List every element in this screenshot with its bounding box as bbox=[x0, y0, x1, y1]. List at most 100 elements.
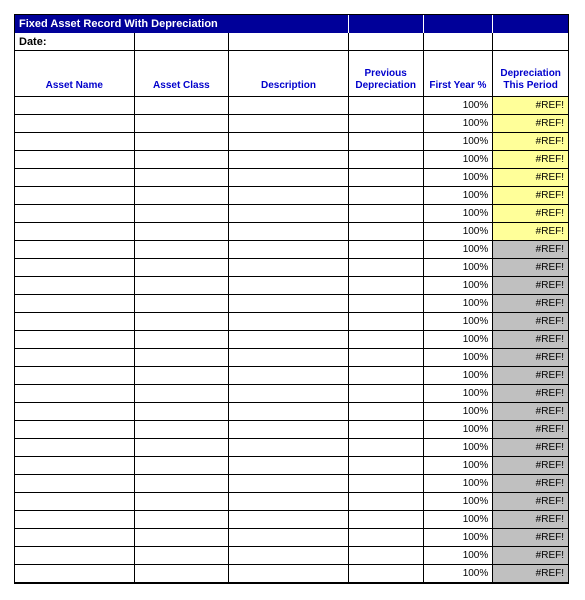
cell-description[interactable] bbox=[229, 493, 349, 511]
cell-description[interactable] bbox=[229, 565, 349, 583]
cell-asset-class[interactable] bbox=[135, 385, 230, 403]
cell-first-year[interactable]: 100% bbox=[424, 565, 494, 583]
cell-first-year[interactable]: 100% bbox=[424, 259, 494, 277]
cell-depreciation-period[interactable]: #REF! bbox=[493, 367, 568, 385]
cell-first-year[interactable]: 100% bbox=[424, 349, 494, 367]
cell-asset-class[interactable] bbox=[135, 421, 230, 439]
cell-first-year[interactable]: 100% bbox=[424, 97, 494, 115]
cell-asset-class[interactable] bbox=[135, 277, 230, 295]
cell-previous-depreciation[interactable] bbox=[349, 475, 424, 493]
cell-previous-depreciation[interactable] bbox=[349, 547, 424, 565]
cell-asset-class[interactable] bbox=[135, 367, 230, 385]
cell-first-year[interactable]: 100% bbox=[424, 115, 494, 133]
cell-previous-depreciation[interactable] bbox=[349, 169, 424, 187]
cell-depreciation-period[interactable]: #REF! bbox=[493, 277, 568, 295]
cell-description[interactable] bbox=[229, 349, 349, 367]
cell-asset-name[interactable] bbox=[15, 241, 135, 259]
cell-previous-depreciation[interactable] bbox=[349, 259, 424, 277]
cell-depreciation-period[interactable]: #REF! bbox=[493, 295, 568, 313]
cell-asset-name[interactable] bbox=[15, 205, 135, 223]
cell-asset-name[interactable] bbox=[15, 511, 135, 529]
cell-first-year[interactable]: 100% bbox=[424, 241, 494, 259]
cell-description[interactable] bbox=[229, 367, 349, 385]
cell-asset-class[interactable] bbox=[135, 187, 230, 205]
cell-first-year[interactable]: 100% bbox=[424, 385, 494, 403]
cell-first-year[interactable]: 100% bbox=[424, 277, 494, 295]
cell-depreciation-period[interactable]: #REF! bbox=[493, 133, 568, 151]
cell-previous-depreciation[interactable] bbox=[349, 421, 424, 439]
cell-asset-name[interactable] bbox=[15, 439, 135, 457]
cell-description[interactable] bbox=[229, 295, 349, 313]
cell-first-year[interactable]: 100% bbox=[424, 475, 494, 493]
cell-asset-class[interactable] bbox=[135, 115, 230, 133]
cell-depreciation-period[interactable]: #REF! bbox=[493, 349, 568, 367]
cell-first-year[interactable]: 100% bbox=[424, 457, 494, 475]
cell-asset-name[interactable] bbox=[15, 457, 135, 475]
cell-first-year[interactable]: 100% bbox=[424, 151, 494, 169]
cell-previous-depreciation[interactable] bbox=[349, 331, 424, 349]
cell-asset-name[interactable] bbox=[15, 277, 135, 295]
cell-previous-depreciation[interactable] bbox=[349, 277, 424, 295]
cell-depreciation-period[interactable]: #REF! bbox=[493, 403, 568, 421]
cell-first-year[interactable]: 100% bbox=[424, 403, 494, 421]
cell-first-year[interactable]: 100% bbox=[424, 367, 494, 385]
cell-asset-class[interactable] bbox=[135, 331, 230, 349]
cell-depreciation-period[interactable]: #REF! bbox=[493, 331, 568, 349]
cell-first-year[interactable]: 100% bbox=[424, 421, 494, 439]
cell-depreciation-period[interactable]: #REF! bbox=[493, 259, 568, 277]
cell-description[interactable] bbox=[229, 97, 349, 115]
cell-first-year[interactable]: 100% bbox=[424, 331, 494, 349]
cell-asset-name[interactable] bbox=[15, 565, 135, 583]
cell-asset-name[interactable] bbox=[15, 403, 135, 421]
cell-previous-depreciation[interactable] bbox=[349, 367, 424, 385]
cell-asset-class[interactable] bbox=[135, 313, 230, 331]
cell-previous-depreciation[interactable] bbox=[349, 115, 424, 133]
cell-previous-depreciation[interactable] bbox=[349, 187, 424, 205]
cell-asset-name[interactable] bbox=[15, 313, 135, 331]
cell-asset-class[interactable] bbox=[135, 403, 230, 421]
cell-previous-depreciation[interactable] bbox=[349, 241, 424, 259]
cell-description[interactable] bbox=[229, 457, 349, 475]
cell-description[interactable] bbox=[229, 151, 349, 169]
cell-asset-class[interactable] bbox=[135, 511, 230, 529]
cell-depreciation-period[interactable]: #REF! bbox=[493, 223, 568, 241]
cell-description[interactable] bbox=[229, 223, 349, 241]
cell-asset-class[interactable] bbox=[135, 97, 230, 115]
cell-asset-class[interactable] bbox=[135, 475, 230, 493]
cell-previous-depreciation[interactable] bbox=[349, 313, 424, 331]
cell-description[interactable] bbox=[229, 475, 349, 493]
cell-previous-depreciation[interactable] bbox=[349, 403, 424, 421]
cell-asset-name[interactable] bbox=[15, 547, 135, 565]
cell-first-year[interactable]: 100% bbox=[424, 511, 494, 529]
date-value[interactable] bbox=[135, 33, 230, 51]
cell-asset-class[interactable] bbox=[135, 241, 230, 259]
cell-asset-class[interactable] bbox=[135, 133, 230, 151]
cell-description[interactable] bbox=[229, 403, 349, 421]
cell-previous-depreciation[interactable] bbox=[349, 565, 424, 583]
cell-previous-depreciation[interactable] bbox=[349, 97, 424, 115]
cell-depreciation-period[interactable]: #REF! bbox=[493, 241, 568, 259]
cell-depreciation-period[interactable]: #REF! bbox=[493, 511, 568, 529]
cell-asset-name[interactable] bbox=[15, 115, 135, 133]
cell-asset-name[interactable] bbox=[15, 169, 135, 187]
cell-description[interactable] bbox=[229, 169, 349, 187]
cell-depreciation-period[interactable]: #REF! bbox=[493, 187, 568, 205]
cell-asset-class[interactable] bbox=[135, 169, 230, 187]
cell-asset-class[interactable] bbox=[135, 439, 230, 457]
cell-asset-class[interactable] bbox=[135, 259, 230, 277]
cell-depreciation-period[interactable]: #REF! bbox=[493, 439, 568, 457]
cell-asset-name[interactable] bbox=[15, 331, 135, 349]
cell-first-year[interactable]: 100% bbox=[424, 493, 494, 511]
cell-previous-depreciation[interactable] bbox=[349, 439, 424, 457]
cell-depreciation-period[interactable]: #REF! bbox=[493, 313, 568, 331]
cell-depreciation-period[interactable]: #REF! bbox=[493, 115, 568, 133]
cell-first-year[interactable]: 100% bbox=[424, 295, 494, 313]
cell-description[interactable] bbox=[229, 187, 349, 205]
cell-depreciation-period[interactable]: #REF! bbox=[493, 457, 568, 475]
cell-previous-depreciation[interactable] bbox=[349, 223, 424, 241]
cell-depreciation-period[interactable]: #REF! bbox=[493, 547, 568, 565]
cell-first-year[interactable]: 100% bbox=[424, 223, 494, 241]
cell-asset-name[interactable] bbox=[15, 97, 135, 115]
cell-description[interactable] bbox=[229, 421, 349, 439]
cell-asset-name[interactable] bbox=[15, 367, 135, 385]
